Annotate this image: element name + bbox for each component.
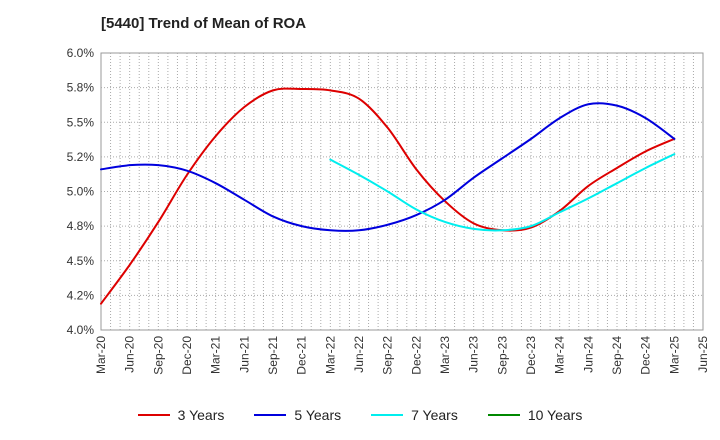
x-tick-label: Sep-24 — [610, 336, 624, 375]
y-tick-label: 5.5% — [67, 115, 95, 129]
x-tick-label: Jun-25 — [696, 336, 710, 373]
y-tick-label: 4.0% — [67, 323, 95, 337]
legend-item-4: 10 Years — [487, 407, 583, 423]
x-tick-label: Dec-21 — [295, 336, 309, 375]
x-tick-label: Jun-23 — [467, 336, 481, 373]
legend-item-2: 5 Years — [254, 407, 341, 423]
y-tick-label: 4.5% — [67, 254, 95, 268]
legend-label: 5 Years — [294, 407, 342, 423]
y-tick-label: 6.0% — [67, 46, 95, 60]
y-tick-label: 4.2% — [67, 288, 95, 302]
y-tick-label: 4.8% — [67, 219, 95, 233]
series-line-1 — [100, 87, 676, 305]
x-tick-label: Mar-23 — [438, 336, 452, 374]
x-tick-label: Dec-24 — [639, 336, 653, 375]
x-tick-label: Sep-21 — [266, 336, 280, 375]
legend-item-3: 7 Years — [371, 407, 458, 423]
legend-swatch — [254, 414, 287, 416]
x-tick-label: Jun-22 — [352, 336, 366, 373]
legend: 3 Years 5 Years 7 Years 10 Years — [0, 404, 720, 426]
x-tick-label: Jun-21 — [237, 336, 251, 373]
x-tick-label: Mar-21 — [209, 336, 223, 374]
x-tick-label: Dec-23 — [524, 336, 538, 375]
legend-label: 10 Years — [527, 407, 583, 423]
legend-swatch — [137, 414, 170, 416]
y-tick-label: 5.8% — [67, 81, 95, 95]
x-tick-label: Mar-22 — [323, 336, 337, 374]
series-line-3 — [329, 153, 676, 232]
legend-label: 7 Years — [411, 407, 458, 423]
x-tick-label: Dec-20 — [180, 336, 194, 375]
legend-swatch — [487, 414, 520, 416]
y-tick-label: 5.2% — [67, 150, 95, 164]
x-tick-label: Sep-22 — [381, 336, 395, 375]
x-tick-label: Mar-25 — [667, 336, 681, 374]
legend-item-1: 3 Years — [137, 407, 225, 423]
x-tick-label: Sep-20 — [151, 336, 165, 375]
legend-label: 3 Years — [177, 407, 225, 423]
x-tick-label: Sep-23 — [495, 336, 509, 375]
y-tick-label: 5.0% — [67, 185, 95, 199]
x-tick-label: Jun-20 — [123, 336, 137, 373]
x-tick-label: Mar-20 — [94, 336, 108, 374]
x-tick-label: Dec-22 — [409, 336, 423, 375]
chart-title: [5440] Trend of Mean of ROA — [101, 15, 307, 32]
series-line-2 — [100, 102, 676, 232]
x-tick-label: Mar-24 — [553, 336, 567, 374]
x-tick-label: Jun-24 — [581, 336, 595, 373]
legend-swatch — [371, 414, 404, 416]
